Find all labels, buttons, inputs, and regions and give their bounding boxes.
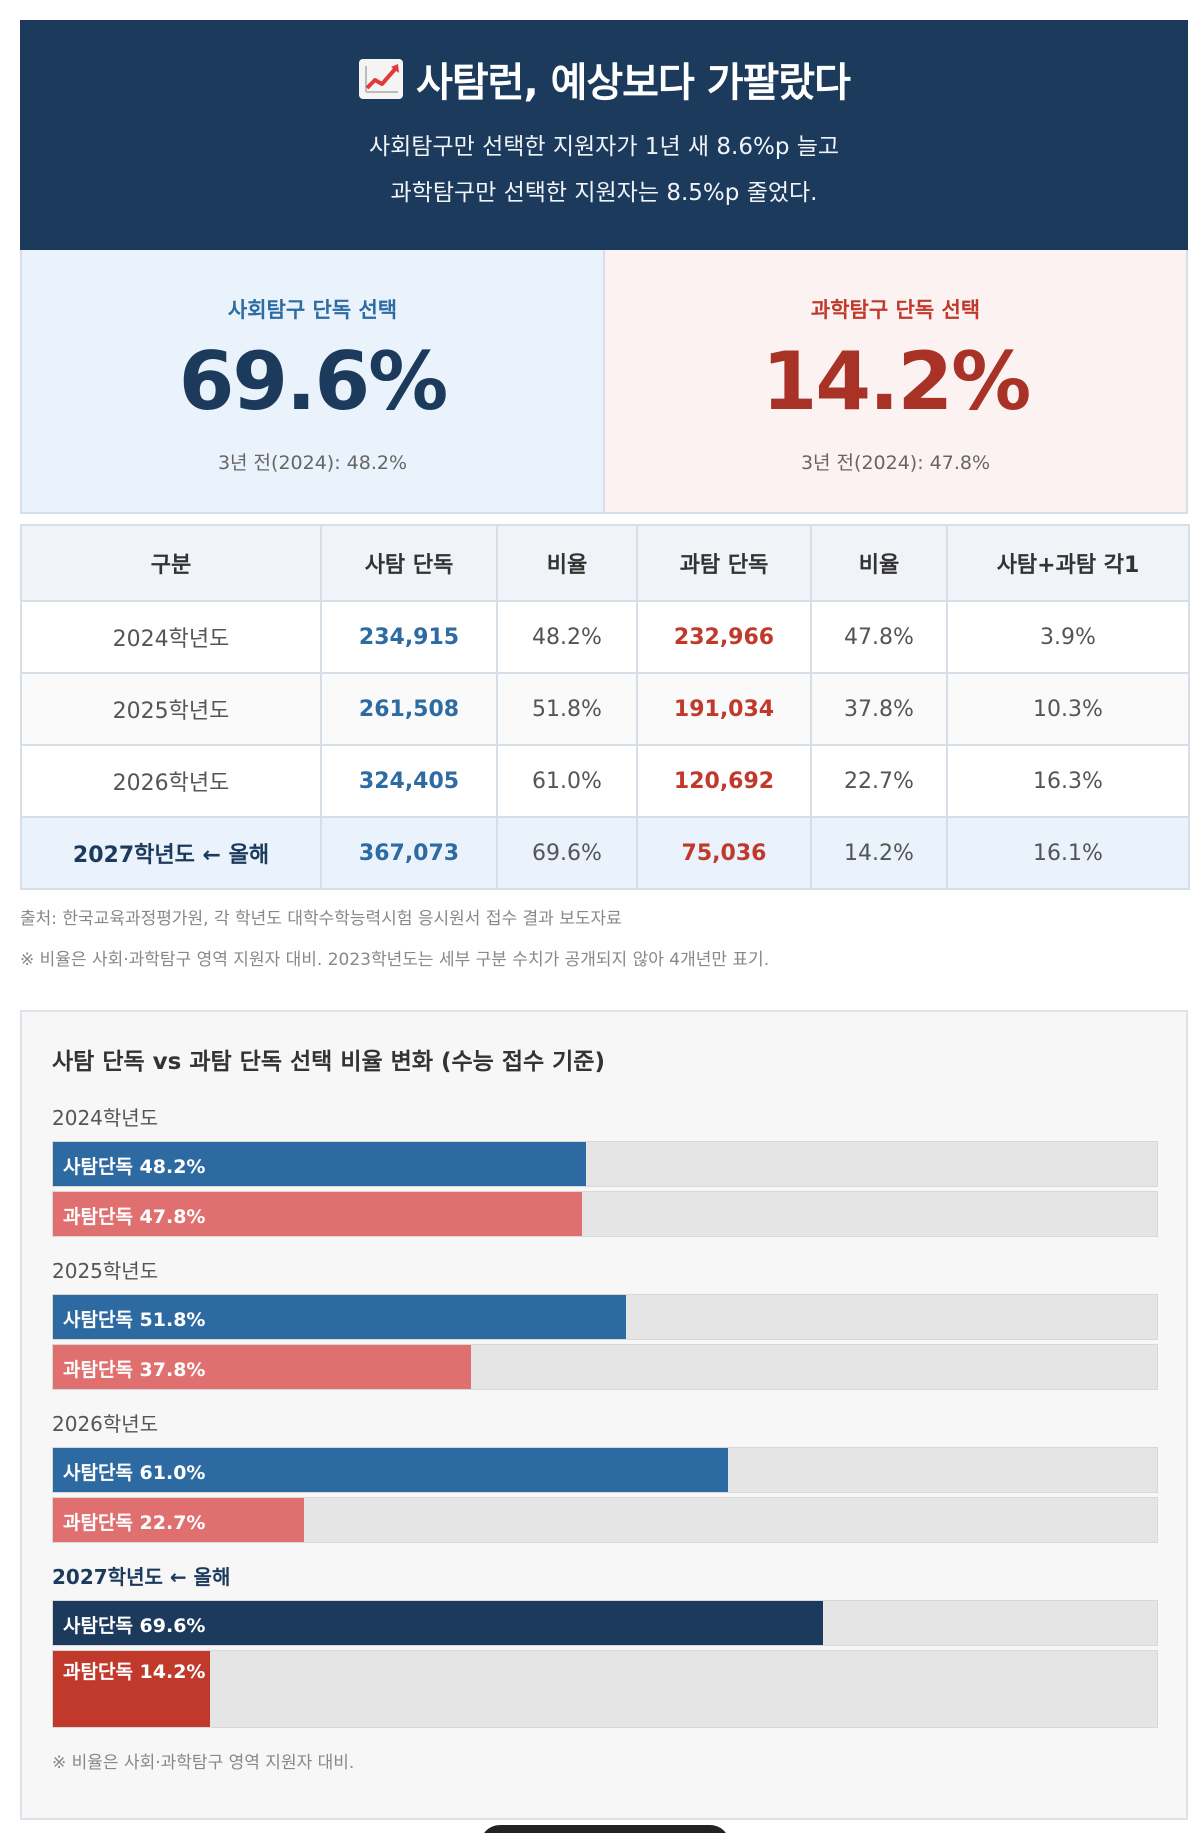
- social-ratio-cell: 48.2%: [496, 600, 638, 674]
- science-stat-card: 과학탐구 단독 선택 14.2% 3년 전(2024): 47.8%: [605, 250, 1186, 512]
- header-banner: 사탐런, 예상보다 가팔랐다 사회탐구만 선택한 지원자가 1년 새 8.6%p…: [20, 20, 1188, 250]
- mixed-ratio-cell: 16.3%: [946, 744, 1190, 818]
- year-cell: 2026학년도: [20, 744, 322, 818]
- year-label: 2027학년도 ← 올해: [52, 1565, 231, 1589]
- science-ratio-cell: 14.2%: [810, 816, 948, 890]
- social-bar: 사탐단독 61.0%: [53, 1448, 728, 1492]
- column-header: 구분: [20, 524, 322, 602]
- bar-track: 과탐단독 14.2%: [52, 1650, 1158, 1728]
- year-label: 2024학년도: [52, 1106, 159, 1130]
- column-header: 비율: [810, 524, 948, 602]
- science-card-label: 과학탐구 단독 선택: [810, 298, 981, 322]
- social-bar: 사탐단독 69.6%: [53, 1601, 823, 1645]
- science-count-cell: 232,966: [636, 600, 812, 674]
- science-ratio-cell: 47.8%: [810, 600, 948, 674]
- table-row: 2026학년도 324,405 61.0% 120,692 22.7% 16.3…: [20, 744, 1190, 818]
- table-row: 2025학년도 261,508 51.8% 191,034 37.8% 10.3…: [20, 672, 1190, 746]
- chart-increasing-icon: [359, 59, 404, 99]
- bottom-floating-pill[interactable]: [480, 1825, 730, 1833]
- science-bar: 과탐단독 47.8%: [53, 1192, 582, 1236]
- social-count-cell: 367,073: [320, 816, 498, 890]
- social-card-previous: 3년 전(2024): 48.2%: [217, 452, 408, 474]
- header-subtitle: 사회탐구만 선택한 지원자가 1년 새 8.6%p 늘고 과학탐구만 선택한 지…: [20, 124, 1188, 216]
- social-bar: 사탐단독 51.8%: [53, 1295, 626, 1339]
- table-row-current: 2027학년도 ← 올해 367,073 69.6% 75,036 14.2% …: [20, 816, 1190, 890]
- science-bar: 과탐단독 37.8%: [53, 1345, 472, 1389]
- chart-footnote: ※ 비율은 사회·과학탐구 영역 지원자 대비.: [52, 1753, 355, 1773]
- page: 사탐런, 예상보다 가팔랐다 사회탐구만 선택한 지원자가 1년 새 8.6%p…: [20, 20, 1190, 1820]
- social-stat-card: 사회탐구 단독 선택 69.6% 3년 전(2024): 48.2%: [22, 250, 605, 512]
- social-card-label: 사회탐구 단독 선택: [227, 298, 398, 322]
- year-cell: 2025학년도: [20, 672, 322, 746]
- subtitle-line-2: 과학탐구만 선택한 지원자는 8.5%p 줄었다.: [390, 180, 818, 206]
- subtitle-line-1: 사회탐구만 선택한 지원자가 1년 새 8.6%p 늘고: [368, 134, 840, 160]
- year-label: 2026학년도: [52, 1412, 159, 1436]
- page-title: 사탐런, 예상보다 가팔랐다: [20, 50, 1188, 108]
- mixed-ratio-cell: 3.9%: [946, 600, 1190, 674]
- social-card-value: 69.6%: [178, 335, 449, 428]
- column-header: 비율: [496, 524, 638, 602]
- science-bar: 과탐단독 14.2%: [53, 1651, 211, 1727]
- science-count-cell: 120,692: [636, 744, 812, 818]
- bar-chart: 사탐 단독 vs 과탐 단독 선택 비율 변화 (수능 접수 기준) 2024학…: [20, 1010, 1188, 1820]
- data-table: 구분 사탐 단독 비율 과탐 단독 비율 사탐+과탐 각1 2024학년도 23…: [20, 524, 1190, 890]
- bar-track: 과탐단독 37.8%: [52, 1344, 1158, 1390]
- social-ratio-cell: 51.8%: [496, 672, 638, 746]
- social-ratio-cell: 69.6%: [496, 816, 638, 890]
- year-label: 2025학년도: [52, 1259, 159, 1283]
- bar-track: 사탐단독 61.0%: [52, 1447, 1158, 1493]
- column-header: 사탐+과탐 각1: [946, 524, 1190, 602]
- science-card-value: 14.2%: [761, 335, 1032, 428]
- column-header: 사탐 단독: [320, 524, 498, 602]
- table-row: 2024학년도 234,915 48.2% 232,966 47.8% 3.9%: [20, 600, 1190, 674]
- source-note: 출처: 한국교육과정평가원, 각 학년도 대학수학능력시험 응시원서 접수 결과…: [20, 909, 622, 929]
- social-bar: 사탐단독 48.2%: [53, 1142, 587, 1186]
- mixed-ratio-cell: 10.3%: [946, 672, 1190, 746]
- bar-track: 과탐단독 47.8%: [52, 1191, 1158, 1237]
- social-count-cell: 261,508: [320, 672, 498, 746]
- science-count-cell: 191,034: [636, 672, 812, 746]
- bar-track: 사탐단독 51.8%: [52, 1294, 1158, 1340]
- social-ratio-cell: 61.0%: [496, 744, 638, 818]
- bar-track: 사탐단독 48.2%: [52, 1141, 1158, 1187]
- science-ratio-cell: 37.8%: [810, 672, 948, 746]
- stat-cards: 사회탐구 단독 선택 69.6% 3년 전(2024): 48.2% 과학탐구 …: [20, 250, 1188, 514]
- column-header: 과탐 단독: [636, 524, 812, 602]
- year-cell: 2027학년도 ← 올해: [20, 816, 322, 890]
- science-bar: 과탐단독 22.7%: [53, 1498, 305, 1542]
- social-count-cell: 324,405: [320, 744, 498, 818]
- chart-title: 사탐 단독 vs 과탐 단독 선택 비율 변화 (수능 접수 기준): [52, 1049, 605, 1075]
- science-count-cell: 75,036: [636, 816, 812, 890]
- bar-track: 과탐단독 22.7%: [52, 1497, 1158, 1543]
- science-ratio-cell: 22.7%: [810, 744, 948, 818]
- social-count-cell: 234,915: [320, 600, 498, 674]
- remark-note: ※ 비율은 사회·과학탐구 영역 지원자 대비. 2023학년도는 세부 구분 …: [20, 950, 770, 970]
- year-cell: 2024학년도: [20, 600, 322, 674]
- science-card-previous: 3년 전(2024): 47.8%: [800, 452, 991, 474]
- bar-track: 사탐단독 69.6%: [52, 1600, 1158, 1646]
- mixed-ratio-cell: 16.1%: [946, 816, 1190, 890]
- title-text: 사탐런, 예상보다 가팔랐다: [416, 60, 851, 106]
- table-header-row: 구분 사탐 단독 비율 과탐 단독 비율 사탐+과탐 각1: [20, 524, 1190, 602]
